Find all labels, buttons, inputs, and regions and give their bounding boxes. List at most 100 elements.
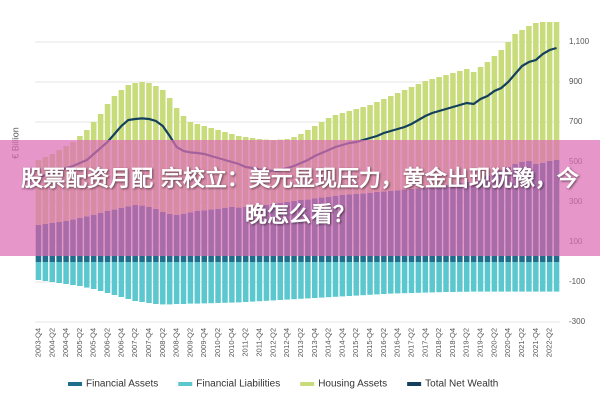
bar [35,262,42,280]
legend-label: Financial Liabilities [196,379,280,390]
bar [70,262,76,285]
x-tick-label: 2017-Q2 [406,328,415,357]
bar [415,262,422,293]
bar [394,262,401,294]
bar [484,262,491,292]
x-tick-label: 2005-Q2 [75,328,84,357]
bar [63,262,69,284]
bar [443,75,449,185]
x-tick-label: 2006-Q2 [103,328,112,357]
bar [111,262,118,295]
bar [318,262,325,298]
overlay-banner: 股票配资月配 宗校立：美元显现压力，黄金出现犹豫，今晚怎么看？ [0,140,600,256]
legend-label: Financial Assets [86,379,158,390]
bar [519,30,525,162]
x-tick-label: 2009-Q2 [185,328,194,357]
x-tick-label: 2021-Q4 [531,328,540,357]
x-tick-label: 2015-Q4 [365,328,374,357]
bar [491,262,498,292]
bar [450,262,456,292]
bar [256,262,263,302]
x-tick-label: 2013-Q4 [310,328,319,357]
bar [49,262,56,282]
bar [546,262,553,292]
x-tick-label: 2018-Q2 [434,328,443,357]
x-tick-label: 2015-Q2 [351,328,360,357]
x-tick-label: 2018-Q4 [448,328,457,357]
y-tick-label: 700 [569,117,583,126]
legend-label: Housing Assets [318,379,387,390]
bar [477,67,484,180]
x-tick-label: 2013-Q2 [296,328,305,357]
bar [498,262,505,292]
bar [422,81,429,188]
bar [249,262,256,302]
bar [132,262,138,301]
bar [533,262,539,292]
y-tick-label: -100 [569,277,586,286]
bar [422,262,429,293]
bar [498,50,505,170]
x-tick-label: 2022-Q2 [545,328,554,357]
legend-item: Total Net Wealth [407,379,498,390]
bar [408,262,415,293]
x-tick-label: 2019-Q4 [476,328,485,357]
bar [470,262,477,292]
x-tick-label: 2021-Q2 [517,328,526,357]
bar [553,262,560,292]
x-tick-label: 2004-Q4 [61,328,70,357]
bar [346,262,353,296]
bar [367,262,373,295]
x-tick-label: 2006-Q4 [116,328,125,357]
bar [97,262,104,291]
bar [429,262,435,293]
bar [408,87,415,189]
bar [539,262,546,292]
bar [463,69,470,182]
bar [360,262,366,296]
y-tick-label: 1,100 [569,37,590,46]
bar [291,262,297,300]
bar [229,262,235,303]
bar [450,73,456,184]
bar [187,262,194,304]
bar [436,77,442,186]
bar [401,262,408,294]
bar [118,262,125,297]
bar [222,262,228,303]
x-tick-label: 2005-Q4 [89,328,98,357]
bar [353,262,359,296]
bar [381,262,387,294]
bar [236,262,242,303]
x-tick-label: 2019-Q2 [462,328,471,357]
bar [415,84,422,189]
headline: 股票配资月配 宗校立：美元显现压力，黄金出现犹豫，今晚怎么看？ [21,167,579,228]
bar [166,262,173,305]
bar [208,262,214,304]
bar [312,262,318,298]
bar [90,262,97,289]
bar [325,262,332,298]
bar [519,262,525,292]
bar [42,262,49,281]
bar [457,262,463,292]
bar [104,262,111,293]
x-tick-label: 2020-Q4 [503,328,512,357]
bar [401,90,408,190]
x-tick-label: 2003-Q4 [33,328,42,357]
legend-item: Housing Assets [300,379,387,390]
x-tick-label: 2011-Q2 [241,328,250,357]
bar [484,62,491,176]
x-tick-label: 2011-Q4 [254,328,263,357]
bar [84,262,90,288]
bar [160,262,166,305]
bar [457,71,463,183]
bar [180,262,187,304]
bar [277,262,283,300]
bar [201,262,208,304]
x-tick-label: 2017-Q4 [420,328,429,357]
x-tick-label: 2010-Q2 [213,328,222,357]
bar [173,262,180,304]
x-tick-label: 2007-Q4 [144,328,153,357]
